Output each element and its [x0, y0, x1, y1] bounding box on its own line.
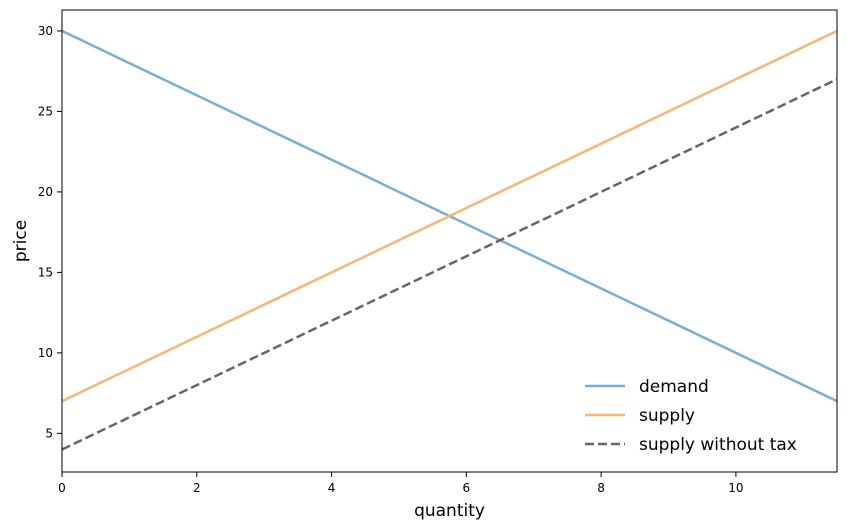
series-layer	[62, 29, 837, 451]
plot-frame	[61, 9, 838, 473]
y-tick-label: 5	[45, 426, 53, 440]
series-line-supply-without-tax	[62, 78, 837, 451]
y-tick-label: 15	[38, 265, 53, 279]
x-axis-title: quantity	[414, 501, 485, 521]
series-line-supply	[62, 29, 837, 403]
legend-label: supply without tax	[639, 435, 797, 455]
y-tick-label: 20	[38, 185, 53, 199]
x-tick-label: 8	[597, 481, 605, 495]
y-tick-label: 10	[38, 346, 53, 360]
legend: demand supply supply without tax	[585, 377, 797, 455]
y-tick-label: 25	[38, 104, 53, 118]
x-tick-label: 10	[728, 481, 743, 495]
x-tick-label: 2	[193, 481, 201, 495]
axes-layer: 0 2 4 6 8 10 5 10 15 20 25 30	[38, 9, 838, 495]
y-tick-label: 30	[38, 24, 53, 38]
x-tick-label: 4	[328, 481, 336, 495]
x-tick-label: 0	[58, 481, 66, 495]
legend-label: supply	[639, 406, 695, 426]
legend-label: demand	[639, 377, 709, 397]
y-axis-title: price	[11, 220, 31, 262]
x-tick-label: 6	[463, 481, 471, 495]
